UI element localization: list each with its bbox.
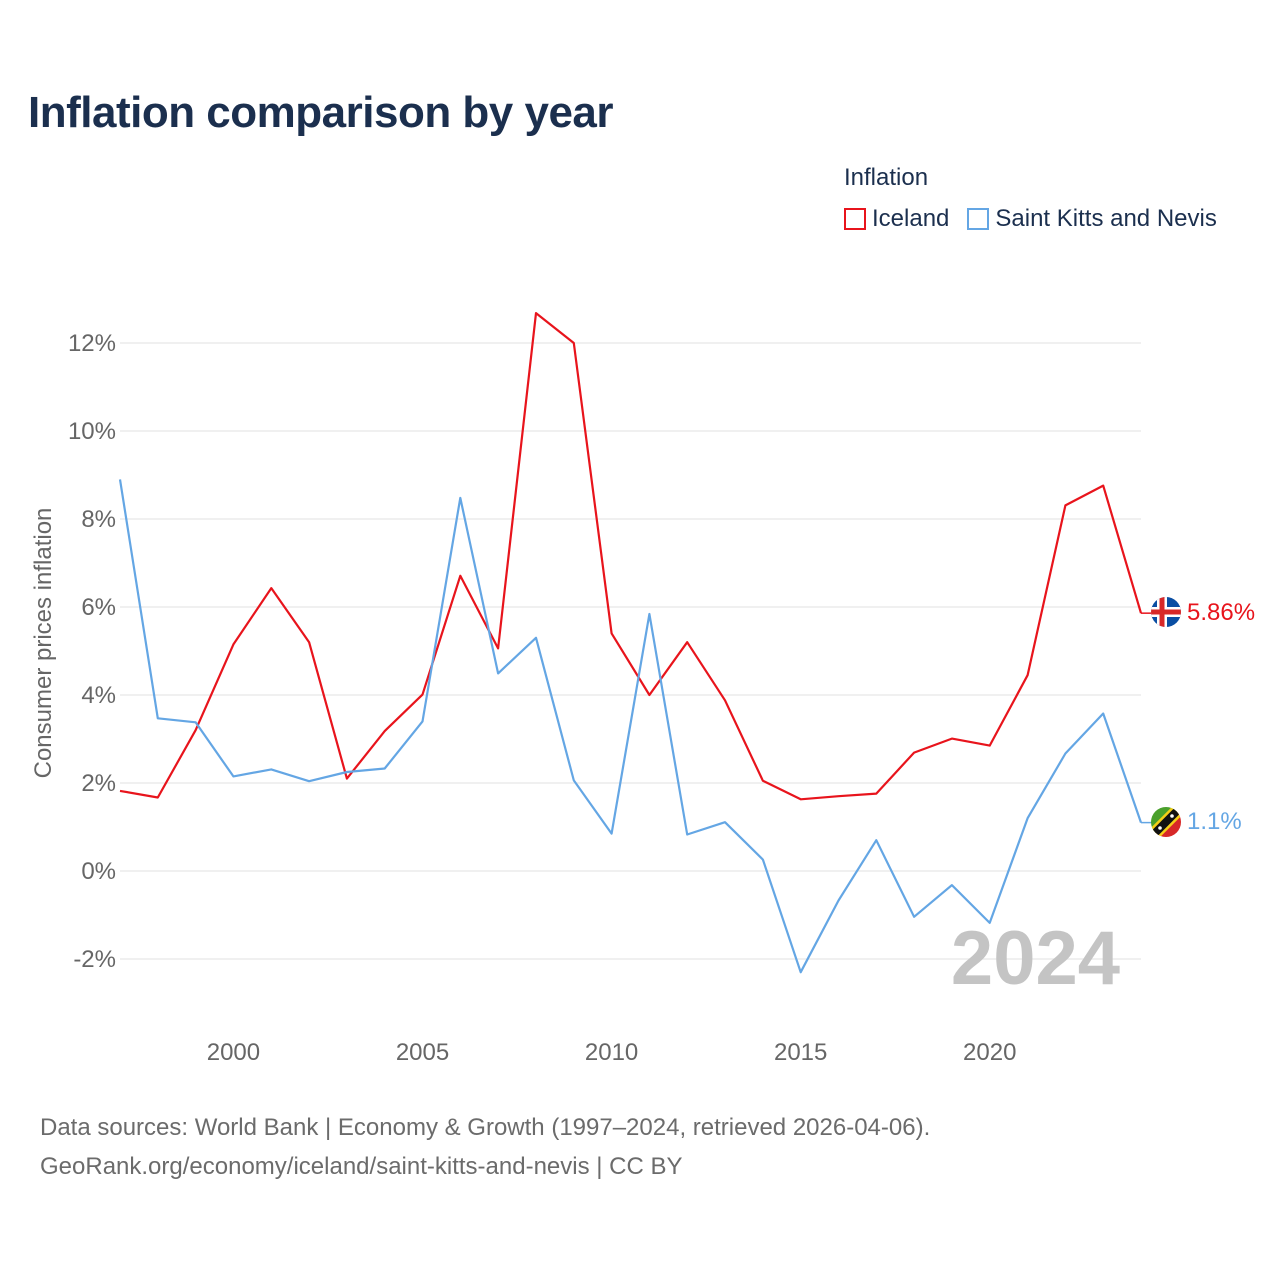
source-line-2[interactable]: GeoRank.org/economy/iceland/saint-kitts-… [40, 1153, 683, 1180]
x-tick-label: 2005 [396, 1039, 449, 1066]
legend-item-iceland[interactable]: Iceland [844, 205, 949, 233]
legend-swatch-saint-kitts [967, 208, 990, 230]
iceland-flag-icon [1151, 597, 1181, 627]
line-chart: -2% 0% 2% 4% 6% 8% 10% 12% 2000 2005 2010 2015 2020… [30, 312, 1255, 1066]
y-tick-label: 0% [81, 858, 116, 885]
y-tick-label: 8% [81, 506, 116, 533]
y-tick-label: 2% [81, 770, 116, 797]
legend-item-saint-kitts[interactable]: Saint Kitts and Nevis [967, 205, 1217, 233]
year-watermark: 2024 [951, 916, 1120, 1001]
y-tick-label: 12% [68, 330, 116, 357]
legend-label-iceland: Iceland [872, 205, 950, 232]
x-tick-label: 2020 [963, 1039, 1016, 1066]
legend-swatch-iceland [844, 208, 866, 230]
saint-kitts-flag-icon [1151, 807, 1181, 837]
chart-title: Inflation comparison by year [28, 88, 614, 137]
x-axis-ticks: 2000 2005 2010 2015 2020 [207, 1039, 1017, 1066]
series-line-saint-kitts[interactable] [118, 479, 1143, 974]
y-tick-label: 4% [81, 682, 116, 709]
y-tick-label: 6% [81, 594, 116, 621]
y-axis-label: Consumer prices inflation [30, 508, 57, 779]
end-label-saint-kitts: 1.1% [1187, 808, 1242, 835]
legend-title: Inflation [844, 164, 929, 191]
grid-lines [120, 342, 1141, 960]
source-line-1: Data sources: World Bank | Economy & Gro… [40, 1114, 931, 1141]
end-label-iceland: 5.86% [1187, 599, 1255, 626]
x-tick-label: 2010 [585, 1039, 638, 1066]
series-line-iceland[interactable] [119, 312, 1143, 801]
source-note: Data sources: World Bank | Economy & Gro… [40, 1108, 930, 1186]
legend: Iceland Saint Kitts and Nevis [844, 205, 1235, 233]
y-tick-label: 10% [68, 418, 116, 445]
x-tick-label: 2015 [774, 1039, 827, 1066]
y-tick-label: -2% [73, 946, 116, 973]
y-axis-ticks: -2% 0% 2% 4% 6% 8% 10% 12% [68, 330, 116, 973]
series-lines [118, 312, 1152, 974]
x-tick-label: 2000 [207, 1039, 260, 1066]
legend-label-saint-kitts: Saint Kitts and Nevis [995, 205, 1217, 232]
